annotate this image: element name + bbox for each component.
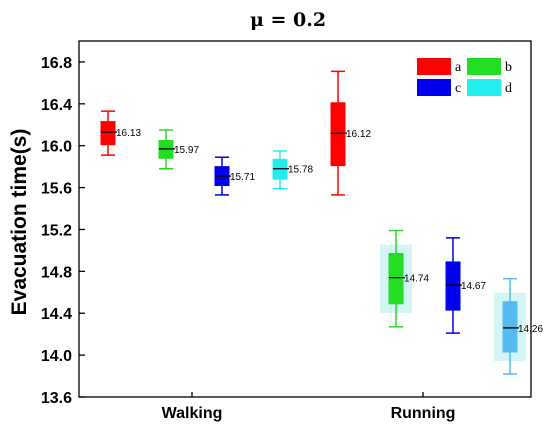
box-running-d: 14.26 (494, 277, 543, 375)
median-data-label: 16.12 (346, 129, 371, 140)
x-category-label: Walking (162, 405, 223, 422)
legend-item-c: c (417, 79, 461, 96)
legend-label: b (505, 60, 512, 75)
median-data-label: 15.71 (230, 172, 255, 183)
plot-frame (78, 40, 532, 398)
legend-swatch (467, 58, 501, 75)
y-tick-label: 16.8 (41, 55, 72, 72)
chart-title: μ = 0.2 (250, 9, 326, 31)
x-category-label: Running (391, 405, 456, 422)
median-data-label: 14.74 (404, 274, 429, 285)
median-data-label: 14.26 (518, 324, 543, 335)
legend: a b c d (417, 58, 512, 96)
legend-label: c (455, 81, 461, 96)
box-walking-d: 15.78 (272, 150, 313, 190)
box-iqr (100, 121, 116, 146)
median-data-label: 14.67 (461, 281, 486, 292)
box-iqr (388, 253, 404, 305)
legend-item-a: a (417, 58, 462, 75)
x-axis-categories: Walking Running (162, 392, 456, 422)
legend-swatch (417, 79, 451, 96)
y-axis-ticks: 13.6 14.0 14.4 14.8 15.2 15.6 16.0 16.4 16.8 (41, 55, 85, 407)
box-iqr (330, 102, 346, 167)
box-walking-c: 15.71 (214, 156, 255, 196)
legend-item-b: b (467, 58, 512, 75)
legend-item-d: d (467, 79, 512, 96)
legend-label: a (455, 60, 462, 75)
box-running-a: 16.12 (330, 70, 371, 196)
y-tick-label: 14.0 (41, 348, 72, 365)
y-tick-label: 15.6 (41, 181, 72, 198)
median-data-label: 16.13 (116, 128, 141, 139)
legend-swatch (417, 58, 451, 75)
box-walking-b: 15.97 (158, 129, 199, 170)
box-iqr (445, 261, 461, 311)
y-tick-label: 15.2 (41, 222, 72, 239)
median-data-label: 15.78 (288, 165, 313, 176)
y-tick-label: 13.6 (41, 390, 72, 407)
box-running-c: 14.67 (445, 237, 486, 334)
y-axis-label: Evacuation time(s) (8, 129, 31, 316)
y-tick-label: 14.4 (41, 306, 72, 323)
y-tick-label: 16.0 (41, 139, 72, 156)
y-tick-label: 14.8 (41, 264, 72, 281)
median-data-label: 15.97 (174, 145, 199, 156)
legend-swatch (467, 79, 501, 96)
y-tick-label: 16.4 (41, 97, 72, 114)
legend-label: d (505, 81, 512, 96)
box-series: 16.13 15.97 15.71 15.78 16.12 14.74 14.67 14.26 (100, 70, 543, 375)
box-walking-a: 16.13 (100, 110, 141, 156)
box-iqr (502, 301, 518, 353)
box-running-b: 14.74 (380, 229, 429, 328)
